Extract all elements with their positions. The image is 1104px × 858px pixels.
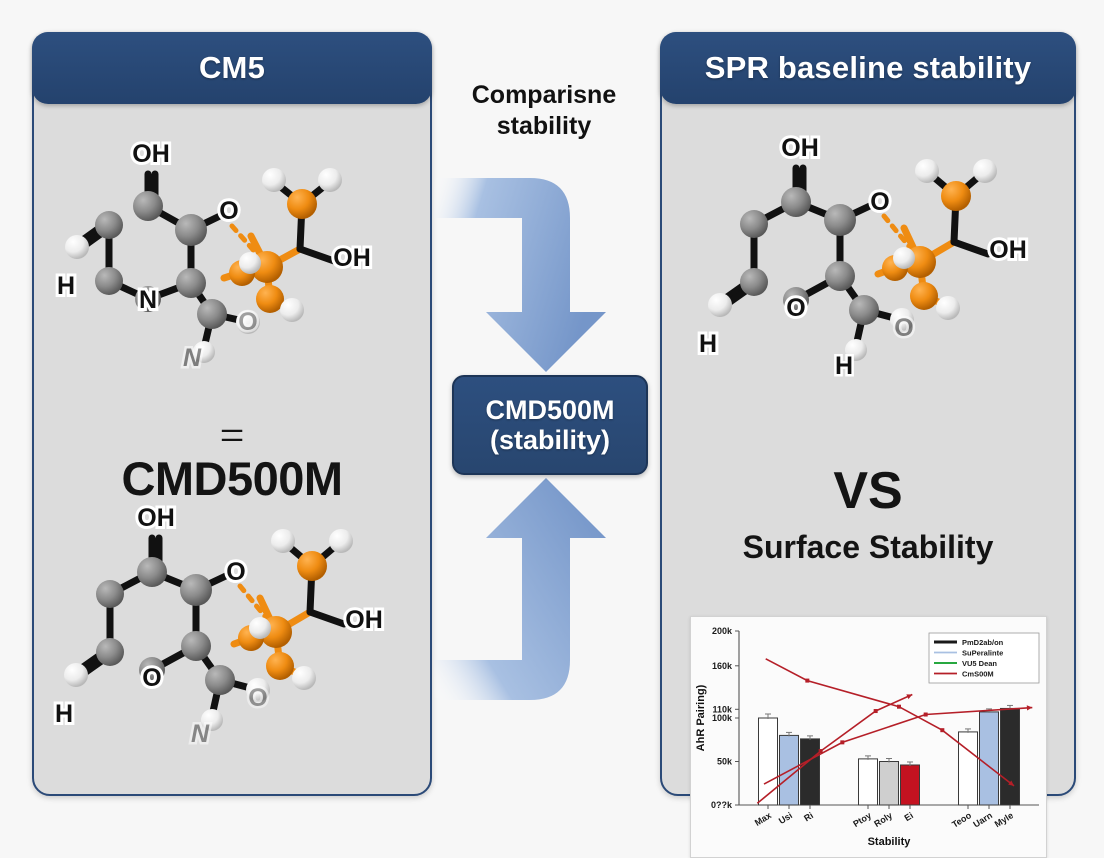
svg-text:OH: OH: [137, 504, 175, 532]
left-panel-header: CM5: [32, 32, 432, 104]
cmd-box-line2: (stability): [489, 425, 610, 455]
x-tick-label: Ri: [802, 810, 815, 823]
x-tick-label: Ei: [903, 810, 916, 823]
bent-arrow-down-icon: [434, 172, 654, 387]
y-tick-label: 50k: [717, 757, 733, 767]
svg-text:OH: OH: [989, 236, 1027, 264]
infographic-stage: CM5: [32, 32, 1076, 858]
y-tick-label: 100k: [712, 713, 733, 723]
trend-marker: [923, 712, 928, 717]
molecule-cmd500m-bottom: OH O OH H O N O: [48, 494, 418, 784]
compound-label: CMD500M: [121, 452, 343, 505]
left-panel-title: CM5: [198, 50, 266, 85]
svg-text:N: N: [191, 720, 210, 748]
equals-sign: =: [219, 411, 245, 460]
cmd500m-stability-box[interactable]: CMD500M (stability): [452, 375, 648, 475]
x-tick-label: Teoo: [950, 810, 973, 830]
x-tick-label: Uarn: [971, 810, 994, 829]
legend-label: CmS00M: [962, 669, 994, 678]
y-tick-label: 0??k: [711, 800, 733, 810]
svg-text:H: H: [57, 272, 75, 300]
bar: [958, 731, 978, 806]
molecule-spr-surface: OH O OH H O H O: [692, 124, 1062, 414]
vs-label: VS: [833, 462, 903, 520]
svg-text:OH: OH: [333, 244, 371, 272]
bar: [879, 761, 899, 806]
bent-arrow-up-icon: [434, 472, 654, 712]
svg-text:H: H: [55, 700, 73, 728]
legend-label: VU5 Dean: [962, 659, 997, 668]
trend-line: [756, 693, 913, 804]
right-panel-header: SPR baseline stability: [660, 32, 1076, 104]
legend-label: PmD2ab/on: [962, 638, 1004, 647]
x-tick-label: Myle: [993, 810, 1015, 829]
x-tick-label: Max: [753, 810, 773, 828]
svg-text:N: N: [139, 286, 157, 314]
molecule-cm5-top: OH O OH H N N O: [52, 126, 414, 388]
svg-text:O: O: [226, 558, 245, 586]
svg-text:OH: OH: [345, 606, 383, 634]
cmd-box-line1: CMD500M: [485, 394, 615, 425]
svg-text:O: O: [894, 314, 913, 342]
svg-text:N: N: [183, 344, 202, 372]
legend-label: SuPeralinte: [962, 648, 1003, 657]
y-tick-label: 110k: [712, 705, 733, 715]
bar: [900, 764, 920, 806]
y-tick-label: 200k: [712, 626, 733, 636]
right-panel-body: OH O OH H O H O VS Surface Stability 0??…: [662, 106, 1074, 858]
right-panel-title: SPR baseline stability: [704, 50, 1032, 85]
svg-text:OH: OH: [781, 134, 819, 162]
svg-text:O: O: [870, 188, 889, 216]
svg-text:O: O: [142, 664, 161, 692]
svg-text:H: H: [699, 330, 717, 358]
x-tick-label: Usi: [777, 810, 794, 826]
surface-stability-chart[interactable]: 0??k 50k 100k 110k 160k 200k AhR Pairing) Max Us…: [690, 616, 1047, 858]
y-tick-label: 160k: [712, 661, 733, 671]
trend-arrowhead: [1026, 705, 1033, 711]
comparison-caption-line1: Comparisne: [471, 81, 617, 109]
comparison-caption: Comparisne stability: [428, 80, 660, 143]
trend-marker: [873, 709, 878, 714]
bar: [979, 711, 999, 806]
trend-marker: [818, 749, 823, 754]
svg-text:O: O: [248, 684, 267, 712]
trend-marker: [897, 704, 901, 709]
svg-text:O: O: [786, 294, 805, 322]
left-panel: CM5: [32, 32, 432, 796]
left-panel-body: OH O OH H N N O = CMD500M: [34, 106, 430, 794]
trend-arrowhead: [1008, 780, 1014, 786]
comparison-caption-line2: stability: [496, 112, 592, 141]
trend-line: [763, 706, 1033, 785]
trend-marker: [840, 740, 845, 745]
y-axis-title: AhR Pairing): [695, 684, 707, 751]
svg-text:O: O: [219, 197, 238, 225]
center-column: Comparisne stability CMD500M (stability): [428, 32, 660, 792]
bar: [858, 758, 878, 806]
bar: [1000, 707, 1020, 806]
x-tick-label: Ptoy: [851, 810, 873, 829]
trend-marker: [805, 678, 810, 683]
x-axis-title: Stability: [868, 836, 912, 848]
svg-text:OH: OH: [132, 140, 170, 168]
trend-lines: [756, 658, 1033, 804]
x-tick-label: Roly: [872, 810, 894, 829]
surface-stability-label: Surface Stability: [742, 529, 994, 565]
svg-text:O: O: [238, 308, 257, 336]
trend-marker: [940, 728, 945, 733]
bar: [800, 738, 820, 806]
svg-text:H: H: [835, 352, 853, 380]
bar: [758, 717, 778, 806]
right-panel: SPR baseline stability: [660, 32, 1076, 858]
trend-arrowhead: [906, 694, 913, 700]
